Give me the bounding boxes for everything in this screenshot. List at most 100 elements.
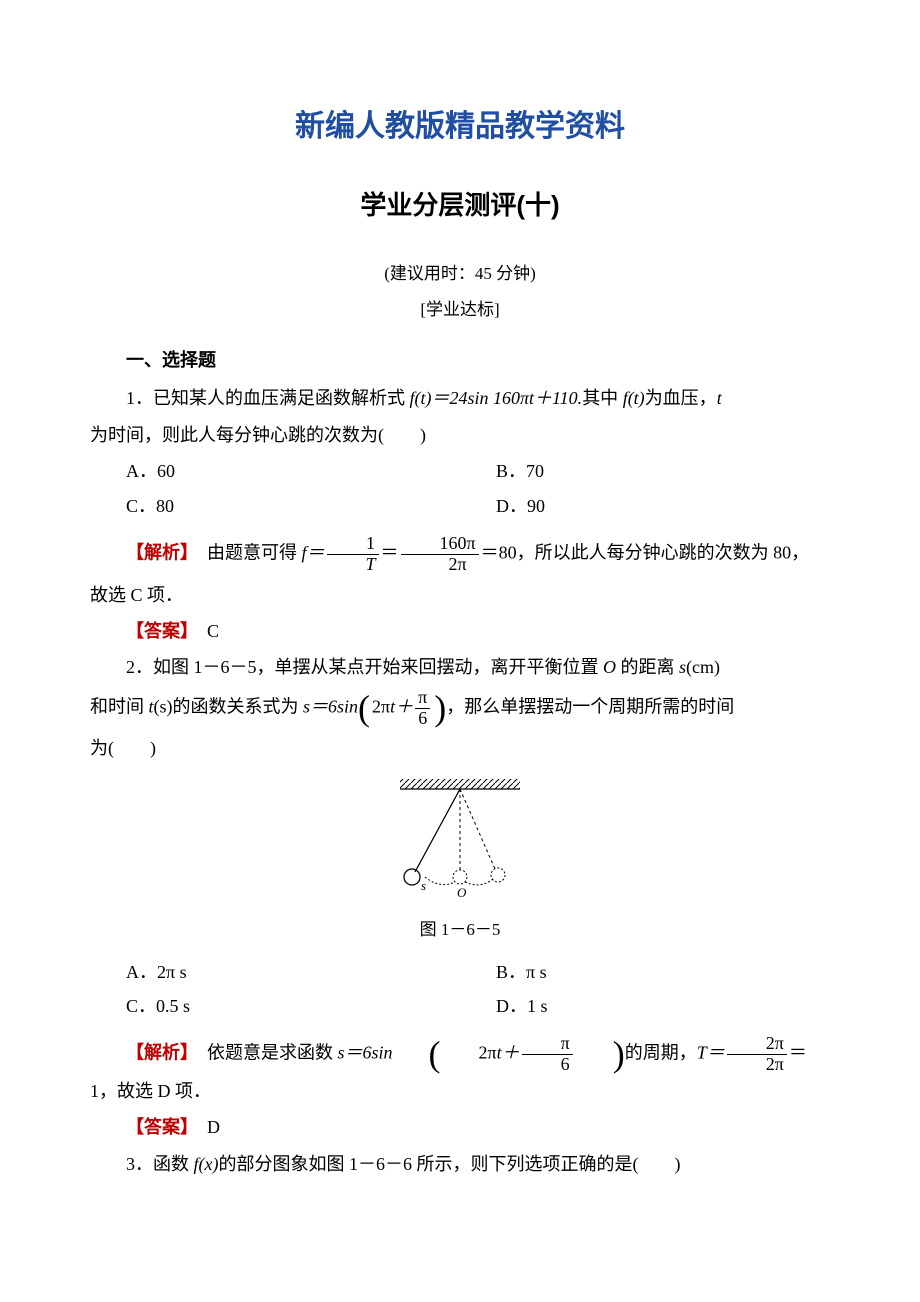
q1-stem-line2: 为时间，则此人每分钟心跳的次数为( ) [90, 419, 830, 451]
sub-title: 学业分层测评(十) [90, 182, 830, 229]
q2-opt-c: C．0.5 s [90, 990, 460, 1022]
q2-fig-caption: 图 1－6－5 [90, 915, 830, 946]
q2-cm: (cm) [686, 657, 720, 677]
q1-answer-text: C [189, 621, 219, 641]
q1-func-expr: f(t)＝24sin 160πt＋110. [410, 388, 583, 408]
q1-opt-a: A．60 [90, 455, 460, 487]
q2-bracket: (2πt＋π6) [358, 688, 446, 729]
q2-T-eq: T＝ [697, 1043, 725, 1063]
q2-inner-t: t＋ [390, 696, 413, 716]
q2-options: A．2π s B．π s C．0.5 s D．1 s [90, 956, 830, 1025]
q2-opt-b: B．π s [460, 956, 830, 988]
i2f: π6 [522, 1034, 573, 1075]
frac-den: 6 [415, 709, 430, 729]
q1-ft: f(t) [623, 388, 645, 408]
q2-answer-text: D [189, 1117, 220, 1137]
q1-frac2: 160π2π [401, 534, 479, 575]
analysis-label: 【解析】 [126, 542, 189, 562]
main-title: 新编人教版精品教学资料 [90, 100, 830, 154]
center-bob-dash [453, 870, 467, 884]
q1-stem-part1: 1．已知某人的血压满足函数解析式 [126, 388, 410, 408]
q2-l2b: 的函数关系式为 [173, 696, 304, 716]
frac-num: π [415, 688, 430, 709]
q2-anal-post: 故选 D 项． [117, 1081, 211, 1101]
q2-stem-line1: 2．如图 1－6－5，单摆从某点开始来回摆动，离开平衡位置 O 的距离 s(cm… [90, 651, 830, 683]
q2-seq: s＝6sin [303, 696, 358, 716]
label-s: s [421, 878, 426, 893]
ceiling-hatch [400, 779, 520, 789]
frac-den: T [327, 555, 379, 575]
pendulum-string [415, 789, 460, 872]
right-dash [460, 789, 495, 869]
q2-answer: 【答案】 D [90, 1111, 830, 1143]
q2-inner-expr: 2πt＋π6 [370, 688, 434, 729]
fn: π [522, 1034, 573, 1055]
q2-inner-a: 2π [372, 696, 390, 716]
left-paren-icon: ( [393, 1040, 441, 1069]
right-paren-icon: ) [434, 694, 446, 723]
eq-sign: ＝ [381, 542, 399, 562]
q2-seq2: s＝6sin [338, 1043, 393, 1063]
frac-num: 160π [401, 534, 479, 555]
i2t: t＋ [497, 1043, 520, 1063]
q1-answer: 【答案】 C [90, 615, 830, 647]
q1-stem-part3: 为血压， [645, 388, 717, 408]
right-paren-icon: ) [577, 1040, 625, 1069]
q1-opt-b: B．70 [460, 455, 830, 487]
q2-l1a: 2．如图 1－6－5，单摆从某点开始来回摆动，离开平衡位置 [126, 657, 603, 677]
q3-fx: f(x) [194, 1154, 219, 1174]
q1-opt-d: D．90 [460, 490, 830, 522]
q1-analysis-pre: 由题意可得 [189, 542, 302, 562]
arc-right [465, 879, 493, 885]
i2a: 2π [479, 1043, 497, 1063]
q1-f-eq: f＝ [302, 542, 325, 562]
q2-figure: s O [90, 777, 830, 907]
q2-opt-d: D．1 s [460, 990, 830, 1022]
q2-s: s [679, 657, 686, 677]
fd: 6 [522, 1055, 573, 1075]
q1-opt-c: C．80 [90, 490, 460, 522]
q1-analysis-line2: 故选 C 项． [90, 579, 830, 611]
frac-num: 1 [327, 534, 379, 555]
q2-sunit: (s) [154, 696, 173, 716]
q1-options: A．60 B．70 C．80 D．90 [90, 455, 830, 524]
time-suggest: (建议用时：45 分钟) [90, 259, 830, 290]
q1-stem-line1: 1．已知某人的血压满足函数解析式 f(t)＝24sin 160πt＋110.其中… [90, 382, 830, 414]
left-paren-icon: ( [358, 694, 370, 723]
fd: 2π [727, 1055, 787, 1075]
q3-stem: 3．函数 f(x)的部分图象如图 1－6－6 所示，则下列选项正确的是( ) [90, 1148, 830, 1180]
q2-anal-mid: 的周期， [625, 1043, 697, 1063]
q2-stem-line3: 为( ) [90, 732, 830, 764]
q2-O: O [603, 657, 616, 677]
q2-analysis: 【解析】 依题意是求函数 s＝6sin(2πt＋π6)的周期，T＝2π2π＝1，… [90, 1034, 830, 1107]
pendulum-diagram: s O [375, 777, 545, 897]
q2-l1b: 的距离 [616, 657, 679, 677]
q2-inner2: 2πt＋π6 [441, 1034, 577, 1075]
q2-l2c: ，那么单摆摆动一个周期所需的时间 [446, 696, 734, 716]
answer-label: 【答案】 [126, 621, 189, 641]
q2-stem-line2: 和时间 t(s)的函数关系式为 s＝6sin(2πt＋π6)，那么单摆摆动一个周… [90, 688, 830, 729]
q1-stem-part2: 其中 [582, 388, 623, 408]
q2-anal-pre: 依题意是求函数 [189, 1043, 338, 1063]
arc-left [425, 877, 455, 885]
q1-analysis: 【解析】 由题意可得 f＝1T＝160π2π＝80，所以此人每分钟心跳的次数为 … [90, 534, 830, 575]
q2-inner-frac: π6 [415, 688, 430, 729]
q2-bracket2: (2πt＋π6) [393, 1034, 625, 1075]
section-tag: [学业达标] [90, 295, 830, 326]
analysis-label: 【解析】 [126, 1043, 189, 1063]
label-O: O [457, 885, 467, 897]
eq-80: ＝80， [481, 542, 535, 562]
q1-analysis-post: 所以此人每分钟心跳的次数为 80， [535, 542, 810, 562]
frac-den: 2π [401, 555, 479, 575]
q2-l2a: 和时间 [90, 696, 149, 716]
q3-a: 3．函数 [126, 1154, 194, 1174]
section-1-heading: 一、选择题 [90, 344, 830, 376]
q3-b: 的部分图象如图 1－6－6 所示，则下列选项正确的是( ) [218, 1154, 680, 1174]
q2-T-frac: 2π2π [727, 1034, 787, 1075]
answer-label: 【答案】 [126, 1117, 189, 1137]
q1-frac1: 1T [327, 534, 379, 575]
q2-opt-a: A．2π s [90, 956, 460, 988]
q1-t: t [717, 388, 722, 408]
pendulum-bob [404, 869, 420, 885]
right-bob-dash [491, 868, 505, 882]
